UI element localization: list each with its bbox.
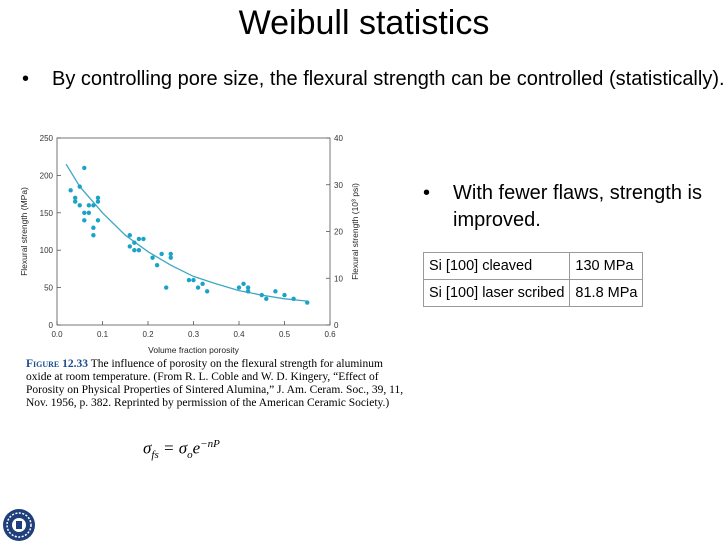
strength-table: Si [100] cleaved 130 MPa Si [100] laser … [422,252,644,307]
data-point [264,296,269,302]
data-point [141,236,146,242]
y2-tick-label: 10 [334,274,343,283]
formula-lhs-sub: fs [151,449,159,462]
data-point [95,199,101,204]
bullet-text: By controlling pore size, the flexural s… [52,68,725,90]
data-point [291,296,296,302]
data-point [150,255,155,260]
formula-base: e [192,438,201,458]
y-tick-label: 100 [40,246,54,255]
table-row: Si [100] laser scribed 81.8 MPa [422,279,644,307]
figure-caption: Figure 12.33 The influence of porosity o… [26,358,406,410]
data-point [95,195,101,201]
data-point [73,199,78,204]
data-point [136,248,142,253]
data-point [73,195,78,201]
bullet-marker: • [423,182,431,204]
figure-label: Figure 12.33 [26,358,89,370]
y-tick-label: 150 [40,209,54,218]
data-point [136,236,142,242]
data-point [186,277,192,283]
data-point [282,292,287,298]
x-tick-label: 0.6 [324,330,336,339]
data-point [200,281,205,287]
formula-lhs: σ [143,438,152,458]
data-point [77,203,82,208]
data-point [159,251,164,257]
data-point [91,203,96,208]
y2-tick-label: 40 [334,134,343,143]
table-cell-value: 81.8 MPa [569,279,644,307]
table-cell-label: Si [100] laser scribed [422,279,571,307]
data-point [82,218,87,223]
plot-frame [56,137,331,326]
data-point [77,184,82,189]
x-tick-label: 0.5 [279,330,291,339]
formula-exponent: −nP [200,438,220,450]
data-point [168,255,173,260]
data-point [68,188,73,193]
data-point [164,285,169,290]
data-point [168,251,173,257]
data-point [204,289,210,294]
data-point [245,285,251,290]
data-point [95,218,101,223]
table-cell-label: Si [100] cleaved [422,252,571,280]
y-axis-label: Flexural strength (MPa) [19,187,29,276]
fit-curve [65,163,308,302]
y2-tick-label: 20 [334,228,343,237]
data-point [154,262,160,268]
x-tick-label: 0.1 [97,330,109,339]
y2-axis-label: Flexural strength (10³ psi) [350,183,360,280]
data-point [82,210,87,215]
data-point [132,248,137,253]
data-point [127,233,132,238]
data-point [82,165,87,171]
y2-tick-label: 0 [334,321,339,330]
data-point [245,289,251,294]
data-point [195,285,201,290]
formula-rhs: σ [178,438,188,458]
university-seal-icon [2,508,36,547]
data-point [241,281,246,287]
y-tick-label: 50 [44,284,53,293]
y-tick-label: 0 [49,321,54,330]
y2-tick-label: 30 [334,181,343,190]
slide-title: Weibull statistics [238,4,490,42]
y-tick-label: 250 [40,134,54,143]
formula-equals: = [162,438,175,458]
bullet-marker: • [22,68,30,90]
data-point [273,289,278,294]
chart-svg: 0.0 0.1 0.2 0.3 0.4 0.5 0.60501001502002500102… [19,134,360,355]
x-tick-label: 0.0 [51,330,63,339]
formula-rhs-sub: o [187,449,193,462]
data-point [127,244,132,249]
table-cell-value: 130 MPa [569,252,644,280]
data-point [259,292,264,298]
caption-text: The influence of porosity on the flexura… [26,358,404,409]
x-axis-label: Volume fraction porosity [148,345,239,355]
data-point [91,233,96,238]
y-tick-label: 200 [40,171,54,180]
x-tick-label: 0.3 [188,330,200,339]
bullet-text: With fewer flaws, strength is improved. [453,182,702,231]
weibull-formula: σfs = σoe−nP [143,438,220,461]
data-point [132,240,137,245]
data-point [191,277,196,283]
porosity-strength-chart: 0.0 0.1 0.2 0.3 0.4 0.5 0.6 0 50 100 150 200 250 0 10 2… [15,130,385,365]
x-tick-label: 0.2 [142,330,154,339]
table-row: Si [100] cleaved 130 MPa [422,252,644,280]
data-point [86,210,92,215]
data-point [86,203,92,208]
data-point [91,225,96,230]
x-tick-label: 0.4 [233,330,245,339]
data-point [305,300,310,305]
data-point [236,285,242,290]
